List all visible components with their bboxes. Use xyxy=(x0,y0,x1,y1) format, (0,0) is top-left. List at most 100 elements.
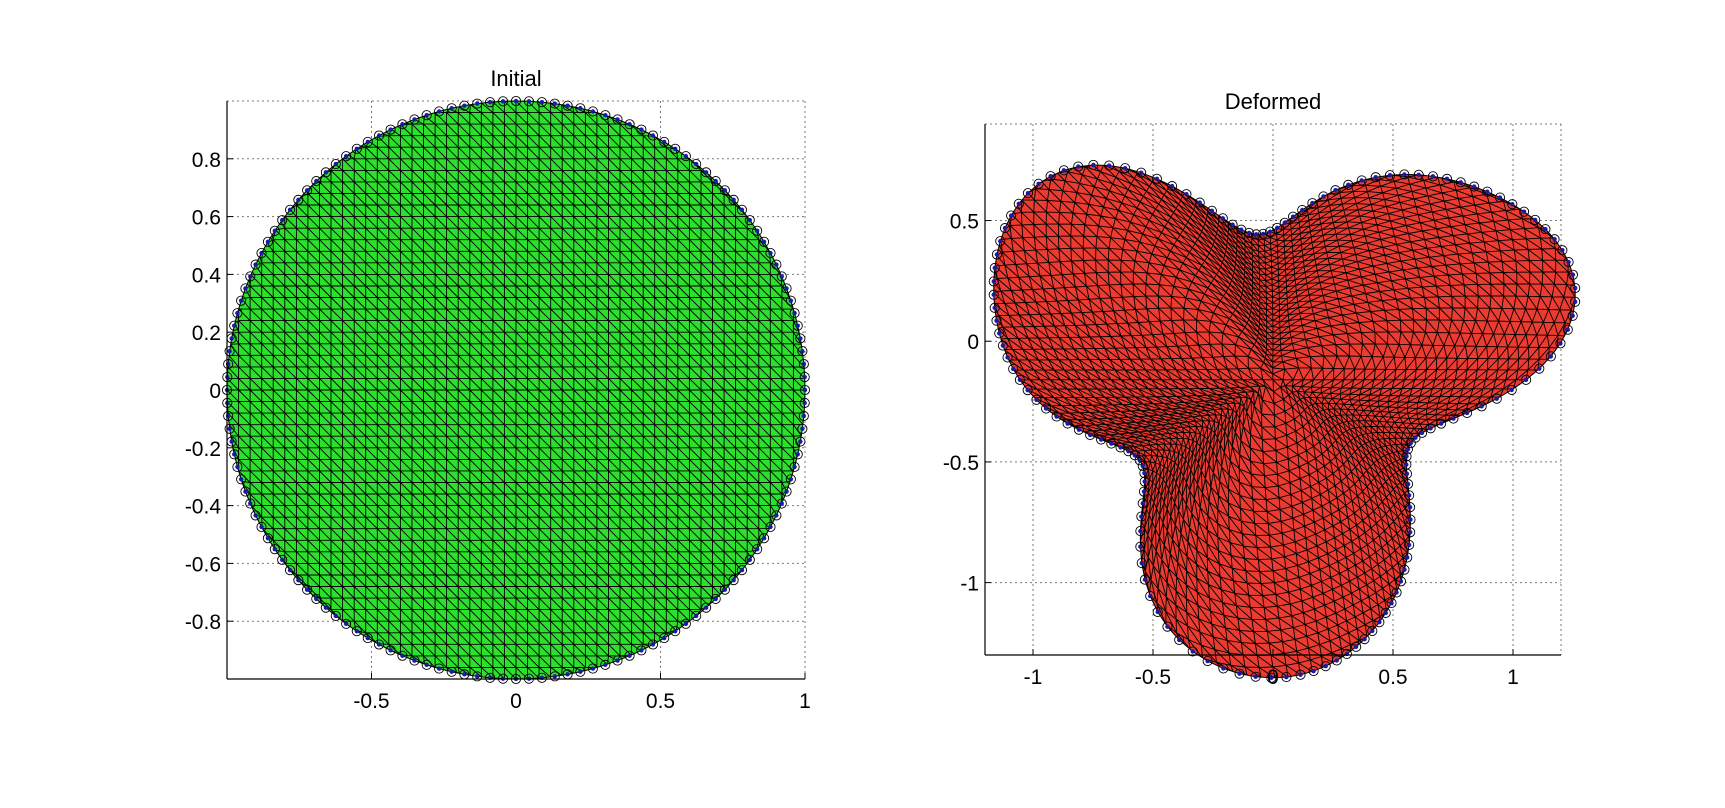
boundary-node-core xyxy=(761,239,767,244)
boundary-node-core xyxy=(1237,671,1242,676)
boundary-node-core xyxy=(1260,231,1266,237)
boundary-node xyxy=(1448,413,1459,424)
y-tick-label: 0.8 xyxy=(192,149,221,172)
boundary-node xyxy=(1425,423,1436,434)
boundary-node-core xyxy=(1405,447,1411,452)
boundary-node xyxy=(728,575,739,586)
boundary-node-core xyxy=(1298,672,1303,677)
x-tick-label: -0.5 xyxy=(1135,666,1171,689)
boundary-node-core xyxy=(722,188,728,193)
boundary-node xyxy=(799,384,811,396)
boundary-node xyxy=(1120,163,1131,174)
x-tick-label: 0 xyxy=(1267,666,1279,689)
boundary-node-core xyxy=(731,197,736,203)
boundary-node xyxy=(1181,189,1192,200)
boundary-node-core xyxy=(253,513,258,518)
boundary-node xyxy=(1404,490,1415,501)
boundary-node-core xyxy=(323,605,329,610)
boundary-node-core xyxy=(1572,285,1578,291)
boundary-node xyxy=(1549,234,1560,245)
boundary-node-core xyxy=(565,103,570,108)
boundary-node-core xyxy=(788,298,794,303)
boundary-node xyxy=(311,593,322,604)
boundary-node-core xyxy=(1479,404,1484,409)
boundary-node-core xyxy=(1017,377,1023,383)
boundary-node xyxy=(1455,177,1466,188)
boundary-node xyxy=(991,249,1002,260)
boundary-node-core xyxy=(578,669,583,674)
boundary-node xyxy=(562,100,573,111)
boundary-node xyxy=(1167,181,1178,192)
boundary-node xyxy=(647,130,658,141)
boundary-node-core xyxy=(590,666,596,671)
boundary-node xyxy=(587,106,598,117)
boundary-node-core xyxy=(761,536,767,541)
boundary-node xyxy=(1194,197,1205,208)
boundary-node-core xyxy=(615,117,620,122)
boundary-node xyxy=(1519,206,1530,217)
boundary-node xyxy=(269,225,280,236)
boundary-node-core xyxy=(1373,175,1378,180)
boundary-node-core xyxy=(683,621,689,627)
boundary-node-core xyxy=(1451,416,1456,421)
boundary-node-core xyxy=(774,513,779,518)
boundary-node-core xyxy=(388,648,393,653)
boundary-node xyxy=(409,114,420,125)
boundary-node-core xyxy=(1141,489,1147,494)
boundary-node-core xyxy=(1122,165,1128,171)
boundary-node-core xyxy=(232,323,237,328)
boundary-node-core xyxy=(578,106,583,111)
boundary-node xyxy=(1570,283,1581,294)
boundary-node-core xyxy=(412,117,417,122)
boundary-node-core xyxy=(227,426,232,431)
boundary-node xyxy=(1236,224,1247,235)
boundary-node xyxy=(991,315,1002,326)
boundary-node xyxy=(1427,171,1439,182)
boundary-node-core xyxy=(552,101,557,106)
boundary-node xyxy=(434,663,445,674)
boundary-node-core xyxy=(243,489,248,494)
x-tick-label: -1 xyxy=(1024,666,1043,689)
boundary-node xyxy=(1002,352,1013,363)
boundary-node-core xyxy=(1419,430,1425,436)
boundary-node-core xyxy=(1126,449,1131,454)
boundary-node-core xyxy=(1558,341,1563,346)
boundary-node-core xyxy=(1246,230,1252,236)
boundary-node xyxy=(1331,655,1342,666)
boundary-node xyxy=(765,248,776,259)
boundary-node xyxy=(789,308,800,319)
boundary-node-core xyxy=(1398,579,1404,584)
boundary-node xyxy=(771,510,782,521)
boundary-node-core xyxy=(343,621,349,627)
boundary-node xyxy=(1250,671,1261,682)
boundary-node-core xyxy=(1209,208,1215,213)
boundary-node xyxy=(710,593,721,604)
boundary-node xyxy=(1380,607,1391,618)
boundary-node xyxy=(1491,393,1502,404)
boundary-node-core xyxy=(462,672,467,677)
boundary-node xyxy=(795,333,806,344)
boundary-node-core xyxy=(1076,164,1081,169)
boundary-node xyxy=(719,584,730,595)
boundary-node xyxy=(1482,186,1493,197)
boundary-node xyxy=(256,521,267,532)
boundary-node-core xyxy=(693,613,699,619)
boundary-node xyxy=(1008,363,1019,374)
boundary-node xyxy=(1506,384,1517,395)
boundary-node-core xyxy=(1254,232,1259,237)
boundary-node-core xyxy=(739,567,745,573)
boundary-node-core xyxy=(1509,387,1514,393)
boundary-node-core xyxy=(235,464,240,470)
boundary-node-core xyxy=(1098,437,1104,442)
boundary-node-core xyxy=(287,207,293,213)
boundary-node-core xyxy=(1000,343,1006,348)
boundary-node-core xyxy=(1438,421,1444,426)
y-tick-label: -1 xyxy=(960,573,979,596)
boundary-node-core xyxy=(1036,181,1041,187)
boundary-node-core xyxy=(1132,453,1138,458)
boundary-node xyxy=(1384,170,1396,181)
boundary-node-core xyxy=(1532,217,1538,223)
boundary-node-core xyxy=(703,170,709,175)
boundary-node xyxy=(1217,213,1228,224)
boundary-node-core xyxy=(1404,471,1410,477)
